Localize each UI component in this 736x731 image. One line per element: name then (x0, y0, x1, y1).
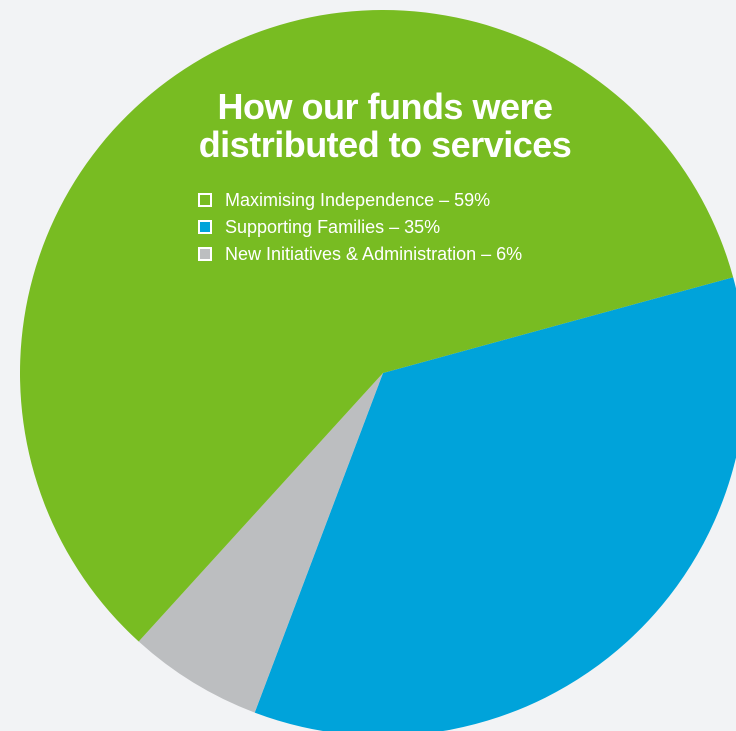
legend-item-maximising-independence: Maximising Independence – 59% (198, 186, 580, 213)
legend-swatch-maximising-independence (198, 192, 212, 207)
chart-overlay: How our funds were distributed to servic… (190, 88, 580, 267)
legend-swatch-supporting-families (198, 219, 212, 234)
legend-item-supporting-families: Supporting Families – 35% (198, 213, 580, 240)
chart-title-line-1: How our funds were (217, 86, 553, 127)
chart-legend: Maximising Independence – 59% Supporting… (198, 186, 580, 267)
pie-slices (19, 9, 736, 731)
chart-title-line-2: distributed to services (198, 124, 572, 165)
pie-slice-supporting-families (254, 277, 736, 731)
chart-title: How our funds were distributed to servic… (190, 88, 580, 164)
legend-label-supporting-families: Supporting Families – 35% (225, 216, 441, 237)
legend-label-maximising-independence: Maximising Independence – 59% (225, 189, 491, 210)
legend-swatch-new-initiatives-administration (198, 246, 212, 261)
legend-label-new-initiatives-administration: New Initiatives & Administration – 6% (225, 243, 523, 264)
pie-slice-new-initiatives-administration (138, 373, 383, 713)
pie-slice-maximising-independence (19, 9, 734, 642)
legend-item-new-initiatives-administration: New Initiatives & Administration – 6% (198, 240, 580, 267)
